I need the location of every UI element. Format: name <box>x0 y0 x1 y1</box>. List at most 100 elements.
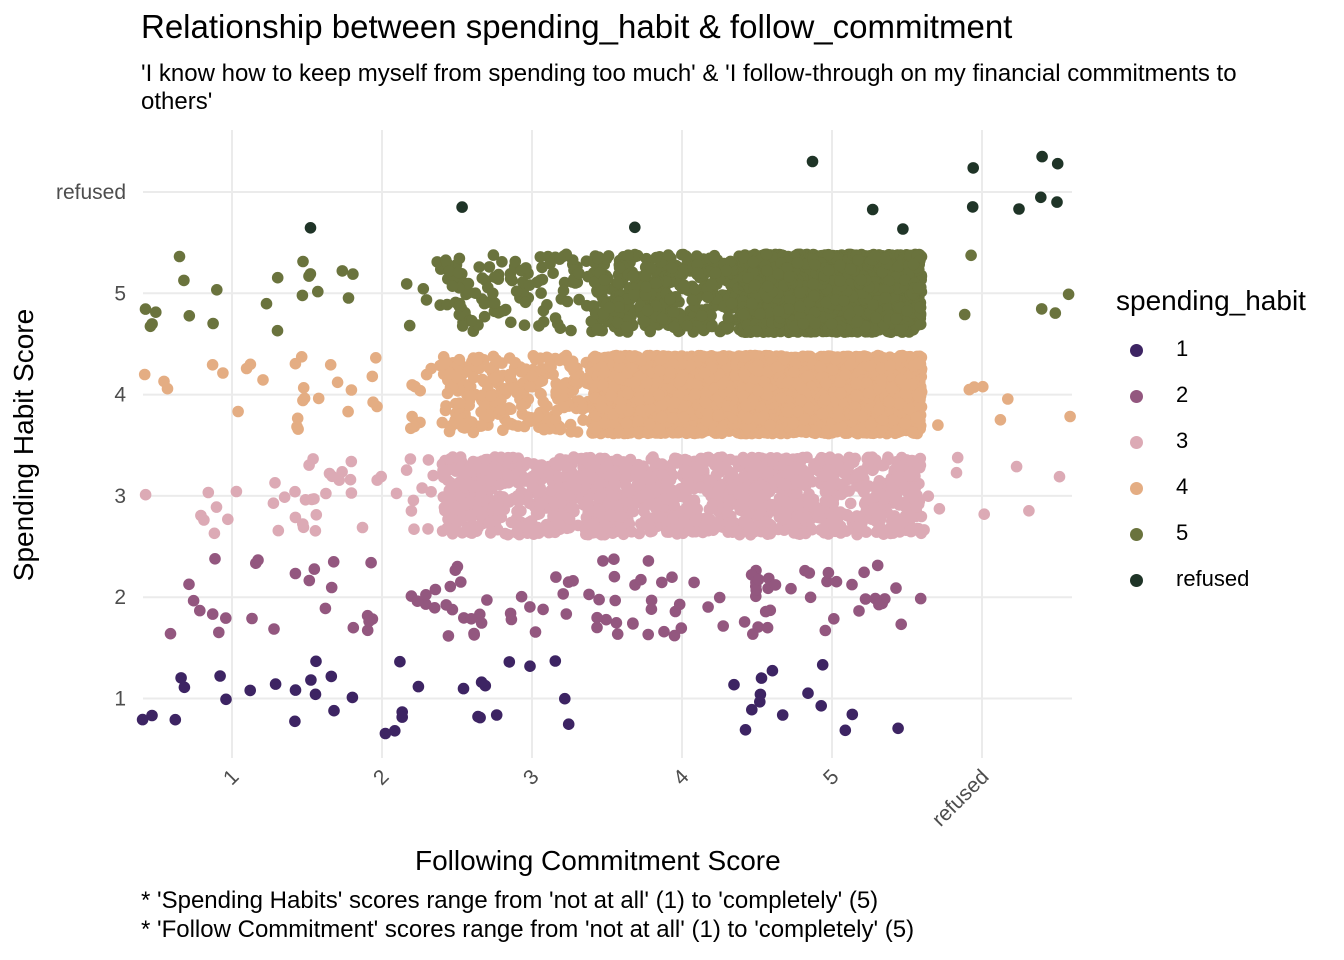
data-point <box>829 525 841 538</box>
data-point <box>895 618 907 631</box>
data-point <box>472 505 484 517</box>
data-point <box>346 691 359 704</box>
data-point <box>427 469 440 482</box>
data-point <box>178 681 191 694</box>
data-point <box>308 563 321 575</box>
data-point <box>656 576 668 589</box>
data-point <box>759 488 772 501</box>
data-point <box>485 390 498 402</box>
data-point <box>538 423 550 436</box>
data-point <box>797 451 809 464</box>
data-point <box>893 499 905 511</box>
data-point <box>209 553 221 565</box>
data-point <box>748 459 761 472</box>
data-point <box>187 594 200 607</box>
data-point <box>656 399 668 412</box>
data-point <box>472 710 484 723</box>
data-point <box>408 523 420 535</box>
data-point <box>787 518 799 531</box>
data-point <box>831 457 843 469</box>
data-point <box>475 676 488 688</box>
data-point <box>792 498 805 511</box>
data-point <box>411 595 424 607</box>
data-point <box>502 418 514 430</box>
data-point <box>484 527 497 539</box>
data-point <box>208 527 221 540</box>
data-point <box>467 371 480 384</box>
data-point <box>664 366 677 379</box>
data-point <box>643 392 655 405</box>
data-point <box>422 454 435 466</box>
data-point <box>272 524 285 537</box>
data-point <box>136 713 149 726</box>
data-point <box>666 571 678 583</box>
data-point <box>746 703 758 716</box>
data-point <box>206 608 219 620</box>
data-point <box>620 417 633 430</box>
data-point <box>738 616 751 628</box>
data-point <box>667 512 679 525</box>
data-point <box>625 526 638 538</box>
data-point <box>444 368 456 380</box>
data-point <box>611 628 624 640</box>
data-point <box>575 452 588 465</box>
data-point <box>627 505 640 518</box>
data-point <box>438 357 451 370</box>
data-point <box>635 573 647 586</box>
data-point <box>680 502 693 514</box>
data-point <box>839 724 852 737</box>
data-point <box>328 704 340 717</box>
data-point <box>668 629 681 642</box>
data-point <box>838 485 851 498</box>
data-point <box>303 574 316 587</box>
data-point <box>139 488 152 501</box>
data-point <box>312 392 325 405</box>
data-point <box>803 488 815 500</box>
data-point <box>704 502 717 515</box>
data-point <box>297 518 309 530</box>
data-point <box>661 476 673 489</box>
data-point <box>529 626 542 638</box>
data-point <box>596 379 609 391</box>
data-point <box>453 397 466 410</box>
data-point <box>619 464 632 477</box>
data-point <box>750 584 762 596</box>
data-point <box>589 352 601 364</box>
chart-title: Relationship between spending_habit & fo… <box>141 8 1013 45</box>
data-point <box>308 493 320 505</box>
data-point <box>406 410 418 423</box>
data-point <box>501 494 513 506</box>
data-point <box>504 607 517 620</box>
data-point <box>345 384 358 396</box>
data-point <box>656 411 668 424</box>
data-point <box>326 470 338 483</box>
data-point <box>164 627 177 640</box>
data-point <box>440 599 453 611</box>
data-point <box>765 499 777 511</box>
data-point <box>614 403 627 415</box>
data-point <box>797 512 809 524</box>
data-point <box>202 486 215 499</box>
data-point <box>668 499 680 511</box>
data-point <box>511 505 523 518</box>
data-point <box>232 405 244 418</box>
data-point <box>644 512 657 524</box>
data-point <box>875 509 888 521</box>
data-point <box>565 426 577 438</box>
data-point <box>439 504 451 517</box>
data-point <box>830 575 843 588</box>
data-point <box>549 655 562 667</box>
data-point <box>715 424 727 437</box>
data-point <box>499 527 512 540</box>
data-point <box>688 576 700 589</box>
data-point <box>906 525 918 537</box>
data-point <box>512 495 525 508</box>
data-point <box>324 359 337 371</box>
data-point <box>394 655 406 668</box>
data-point <box>404 453 417 465</box>
data-point <box>785 582 797 595</box>
data-point <box>772 523 785 536</box>
data-point <box>494 478 506 491</box>
data-point <box>161 382 174 395</box>
data-point <box>610 617 623 629</box>
